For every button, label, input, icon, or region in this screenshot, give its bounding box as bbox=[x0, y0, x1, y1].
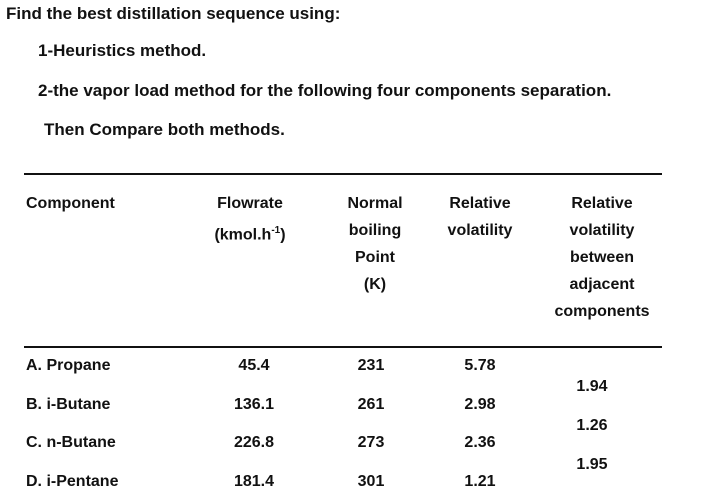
header-reladj-line1: Relative bbox=[571, 195, 633, 212]
header-relative-volatility-adjacent: Relative volatility between adjacent com… bbox=[540, 190, 664, 325]
header-nbp-line2: boiling bbox=[348, 222, 402, 239]
header-reladj-line3: between bbox=[569, 249, 634, 266]
row-volatility-propane: 5.78 bbox=[464, 357, 496, 374]
adjacent-volatility-b-c: 1.26 bbox=[576, 417, 608, 434]
header-relative-volatility: Relative volatility bbox=[432, 190, 528, 244]
row-volatility-i-pentane: 1.21 bbox=[464, 473, 496, 490]
header-nbp-line1: Normal bbox=[347, 195, 403, 212]
header-flowrate-unit-exponent: -1 bbox=[271, 225, 281, 236]
row-volatility-n-butane: 2.36 bbox=[464, 434, 496, 451]
row-label-i-pentane: D. i-Pentane bbox=[26, 473, 119, 490]
header-component-label: Component bbox=[26, 195, 115, 212]
header-reladj-line5: components bbox=[554, 303, 650, 320]
header-component: Component bbox=[26, 190, 115, 217]
table-top-rule bbox=[24, 173, 662, 175]
header-normal-boiling-point: Normal boiling Point (K) bbox=[330, 190, 420, 298]
header-flowrate-unit-suffix: ) bbox=[280, 226, 286, 244]
row-label-propane: A. Propane bbox=[26, 357, 111, 374]
row-label-n-butane: C. n-Butane bbox=[26, 434, 116, 451]
row-label-i-butane: B. i-Butane bbox=[26, 396, 111, 413]
row-flowrate-i-pentane: 181.4 bbox=[233, 473, 275, 490]
header-flowrate-unit-prefix: (kmol.h bbox=[214, 226, 272, 244]
problem-title: Find the best distillation sequence usin… bbox=[6, 4, 341, 23]
header-nbp-line3: Point bbox=[355, 249, 395, 266]
row-flowrate-i-butane: 136.1 bbox=[233, 396, 275, 413]
header-reladj-line2: volatility bbox=[569, 222, 635, 239]
row-boiling-point-n-butane: 273 bbox=[357, 434, 385, 451]
row-boiling-point-i-butane: 261 bbox=[357, 396, 385, 413]
row-boiling-point-propane: 231 bbox=[357, 357, 385, 374]
method-item-vapor-load: 2-the vapor load method for the followin… bbox=[38, 81, 612, 100]
header-flowrate: Flowrate (kmol.h-1) bbox=[190, 190, 310, 248]
header-reladj-line4: adjacent bbox=[569, 276, 635, 293]
adjacent-volatility-c-d: 1.95 bbox=[576, 456, 608, 473]
header-nbp-line4: (K) bbox=[363, 276, 387, 293]
table-header-rule bbox=[24, 346, 662, 348]
header-relvol-line1: Relative bbox=[449, 195, 511, 212]
row-flowrate-propane: 45.4 bbox=[238, 357, 270, 374]
adjacent-volatility-a-b: 1.94 bbox=[576, 378, 608, 395]
header-relvol-line2: volatility bbox=[447, 222, 513, 239]
method-item-heuristics: 1-Heuristics method. bbox=[38, 41, 207, 60]
row-volatility-i-butane: 2.98 bbox=[464, 396, 496, 413]
header-flowrate-line1: Flowrate bbox=[217, 195, 283, 212]
compare-instruction: Then Compare both methods. bbox=[44, 120, 285, 139]
header-flowrate-unit: (kmol.h-1) bbox=[190, 217, 310, 248]
row-flowrate-n-butane: 226.8 bbox=[233, 434, 275, 451]
row-boiling-point-i-pentane: 301 bbox=[357, 473, 385, 490]
